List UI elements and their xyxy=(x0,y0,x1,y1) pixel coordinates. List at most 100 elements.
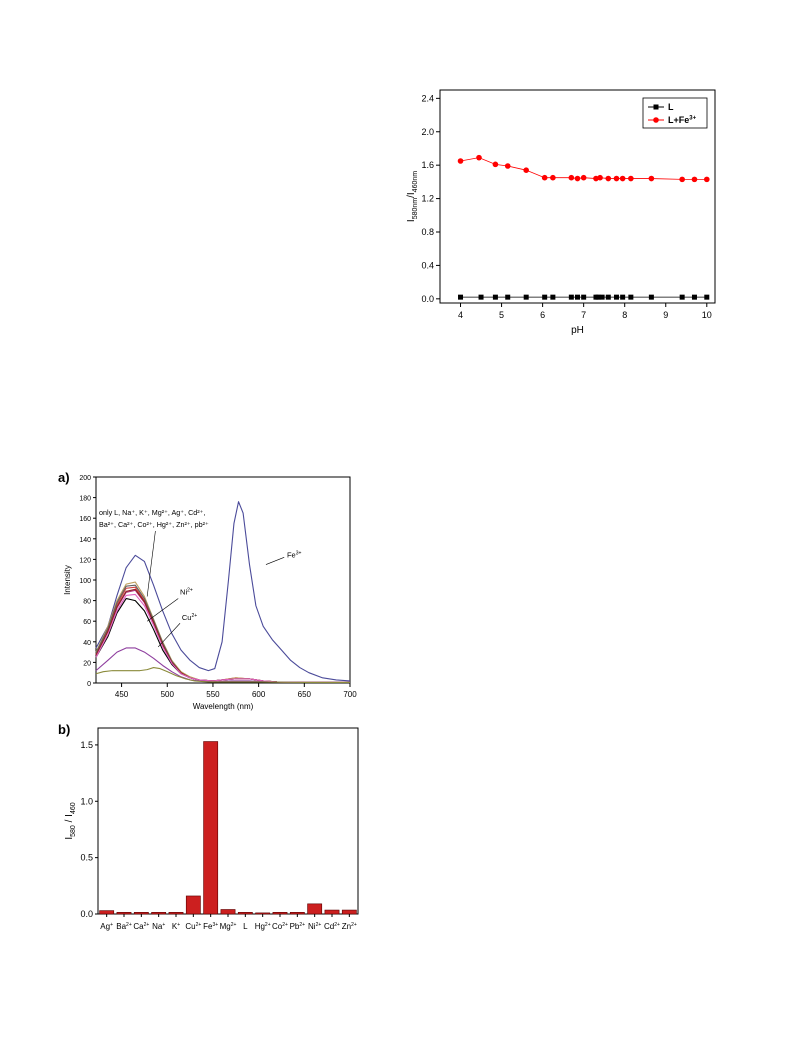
y-tick-label: 20 xyxy=(83,660,91,667)
bar-zn xyxy=(341,909,357,915)
data-point-L xyxy=(458,294,464,300)
data-point-L-Fe xyxy=(691,176,698,183)
y-tick-label: 40 xyxy=(83,640,91,647)
bar-ca xyxy=(133,912,149,915)
x-tick-label: 600 xyxy=(252,690,266,699)
bar-cu xyxy=(185,895,201,915)
bar-pb xyxy=(289,912,305,915)
bar-hg xyxy=(255,912,271,915)
annotation-fe: Fe3+ xyxy=(287,550,302,559)
data-point-L-Fe xyxy=(574,175,581,182)
data-point-L xyxy=(581,294,587,300)
data-point-L xyxy=(575,294,580,300)
y-axis-label: I580 / I460 xyxy=(64,802,77,839)
y-tick-label: 60 xyxy=(83,619,91,626)
x-axis-label: Wavelength (nm) xyxy=(193,702,254,711)
data-point-L-Fe xyxy=(613,175,620,182)
x-axis-label: pH xyxy=(571,325,584,336)
x-tick-label: 6 xyxy=(540,310,545,320)
y-tick-label: 200 xyxy=(79,475,91,482)
x-tick-label-pb: Pb2+ xyxy=(290,922,306,931)
emission-spectra-chart: 450 500 550 600 650 700 0 20 40 60 80 100 120 140 160 1… xyxy=(63,475,357,711)
legend-marker-L xyxy=(653,104,659,110)
plot-frame xyxy=(97,727,359,915)
data-point-L-Fe xyxy=(619,175,626,182)
data-point-L xyxy=(478,294,484,300)
legend-label-L: L xyxy=(668,102,674,112)
x-tick-label: 10 xyxy=(702,310,712,320)
x-tick-label: 4 xyxy=(458,310,463,320)
bar-ni xyxy=(307,903,323,915)
data-point-L xyxy=(691,294,697,300)
x-tick-label-cu: Cu2+ xyxy=(185,922,201,931)
annotation-group-line1: only L, Na⁺, K⁺, Mg²⁺, Ag⁺, Cd²⁺, xyxy=(99,508,205,517)
data-point-L xyxy=(599,294,605,300)
data-point-L xyxy=(523,294,529,300)
data-point-L-Fe xyxy=(580,174,587,181)
x-tick-label: 9 xyxy=(663,310,668,320)
y-tick-label: 1.6 xyxy=(421,160,434,170)
annotation-group-line2: Ba²⁺, Ca²⁺, Co²⁺, Hg²⁺, Zn²⁺, pb²⁺ xyxy=(99,520,209,529)
data-point-L-Fe xyxy=(568,174,575,181)
x-tick-label-ca: Ca2+ xyxy=(133,922,149,931)
data-point-L xyxy=(550,294,556,300)
y-tick-label: 180 xyxy=(79,496,91,503)
bar-k xyxy=(168,912,184,915)
x-tick-label-hg: Hg2+ xyxy=(255,922,271,931)
y-axis-label: Intensity xyxy=(63,565,72,595)
bar-cd xyxy=(324,909,340,915)
annotation-pointer-fe xyxy=(265,557,285,565)
x-tick-label-fe: Fe3+ xyxy=(203,922,218,931)
spectrum-ni2- xyxy=(95,647,350,684)
x-tick-label-na: Na+ xyxy=(152,922,165,931)
y-tick-label: 1.5 xyxy=(80,740,93,750)
legend-label-L-Fe: L+Fe3+ xyxy=(668,115,697,125)
y-axis-label: I580nm/I460nm xyxy=(406,171,419,222)
data-point-L-Fe xyxy=(605,175,612,182)
x-tick-label: 8 xyxy=(622,310,627,320)
bar-co xyxy=(272,912,288,915)
data-point-L-Fe xyxy=(476,154,482,161)
y-tick-label: 140 xyxy=(79,537,91,544)
bar-l xyxy=(237,912,253,915)
spectrum-fe3- xyxy=(95,501,351,682)
data-point-L-Fe xyxy=(628,175,634,182)
data-point-L xyxy=(568,294,574,300)
spectrum-group-7 xyxy=(95,593,350,684)
annotation-pointer-ni xyxy=(146,598,179,622)
bar-na xyxy=(151,912,167,915)
x-tick-label: 500 xyxy=(161,690,175,699)
data-point-L-Fe xyxy=(703,176,710,183)
data-point-L-Fe xyxy=(504,163,511,169)
data-point-L xyxy=(492,294,498,300)
x-tick-label-mg: Mg2+ xyxy=(220,922,237,931)
bar-ba xyxy=(116,912,132,915)
y-tick-label: 2.0 xyxy=(421,127,434,137)
panel-label-a: a) xyxy=(58,470,70,485)
x-tick-label-cd: Cd2+ xyxy=(324,922,340,931)
x-tick-label-zn: Zn2+ xyxy=(342,922,357,931)
data-point-L-Fe xyxy=(550,174,556,181)
x-tick-label: 450 xyxy=(115,690,129,699)
y-tick-label: 1.2 xyxy=(421,194,434,204)
data-point-L xyxy=(505,294,511,300)
plot-frame xyxy=(439,89,716,304)
panel-label-b: b) xyxy=(58,722,71,737)
x-tick-label-l: L xyxy=(243,922,248,931)
x-tick-label: 5 xyxy=(499,310,504,320)
spectrum-cu2- xyxy=(95,667,350,684)
data-point-L xyxy=(613,294,619,300)
x-tick-label-ni: Ni2+ xyxy=(308,922,321,931)
y-tick-label: 120 xyxy=(79,557,91,564)
x-tick-label: 550 xyxy=(206,690,220,699)
annotation-pointer-cu xyxy=(157,623,181,648)
bar-mg xyxy=(220,909,236,915)
data-point-L-Fe xyxy=(541,174,548,181)
data-point-L-Fe xyxy=(523,167,529,173)
bar-ag xyxy=(99,910,115,915)
data-point-L xyxy=(648,294,654,300)
annotation-cu: Cu2+ xyxy=(182,613,197,622)
data-point-L xyxy=(620,294,626,300)
data-point-L xyxy=(595,294,601,300)
data-point-L-Fe xyxy=(492,161,499,168)
